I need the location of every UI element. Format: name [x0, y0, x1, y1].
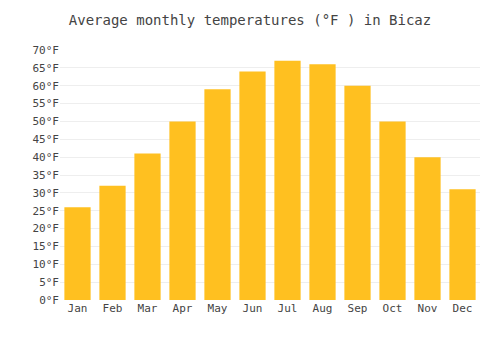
svg-text:Dec: Dec: [453, 302, 473, 315]
svg-text:Jan: Jan: [68, 302, 88, 315]
svg-text:Apr: Apr: [173, 302, 193, 315]
svg-text:40°F: 40°F: [33, 151, 60, 164]
svg-text:30°F: 30°F: [33, 187, 60, 200]
svg-text:15°F: 15°F: [33, 240, 60, 253]
svg-text:45°F: 45°F: [33, 133, 60, 146]
svg-text:10°F: 10°F: [33, 258, 60, 271]
svg-text:Sep: Sep: [348, 302, 368, 315]
svg-text:60°F: 60°F: [33, 80, 60, 93]
svg-text:Jun: Jun: [243, 302, 263, 315]
svg-text:25°F: 25°F: [33, 205, 60, 218]
svg-text:50°F: 50°F: [33, 115, 60, 128]
svg-text:20°F: 20°F: [33, 222, 60, 235]
svg-text:35°F: 35°F: [33, 169, 60, 182]
svg-text:Mar: Mar: [138, 302, 158, 315]
svg-text:Jul: Jul: [278, 302, 298, 315]
svg-text:0°F: 0°F: [39, 294, 59, 307]
svg-text:Average monthly temperatures (: Average monthly temperatures (°F ) in Bi…: [69, 12, 431, 28]
svg-text:Aug: Aug: [313, 302, 333, 315]
svg-text:55°F: 55°F: [33, 97, 60, 110]
svg-text:Nov: Nov: [418, 302, 438, 315]
svg-text:May: May: [208, 302, 228, 315]
svg-text:Oct: Oct: [383, 302, 403, 315]
svg-text:Feb: Feb: [103, 302, 123, 315]
svg-text:70°F: 70°F: [33, 44, 60, 57]
svg-text:65°F: 65°F: [33, 62, 60, 75]
svg-text:5°F: 5°F: [39, 276, 59, 289]
